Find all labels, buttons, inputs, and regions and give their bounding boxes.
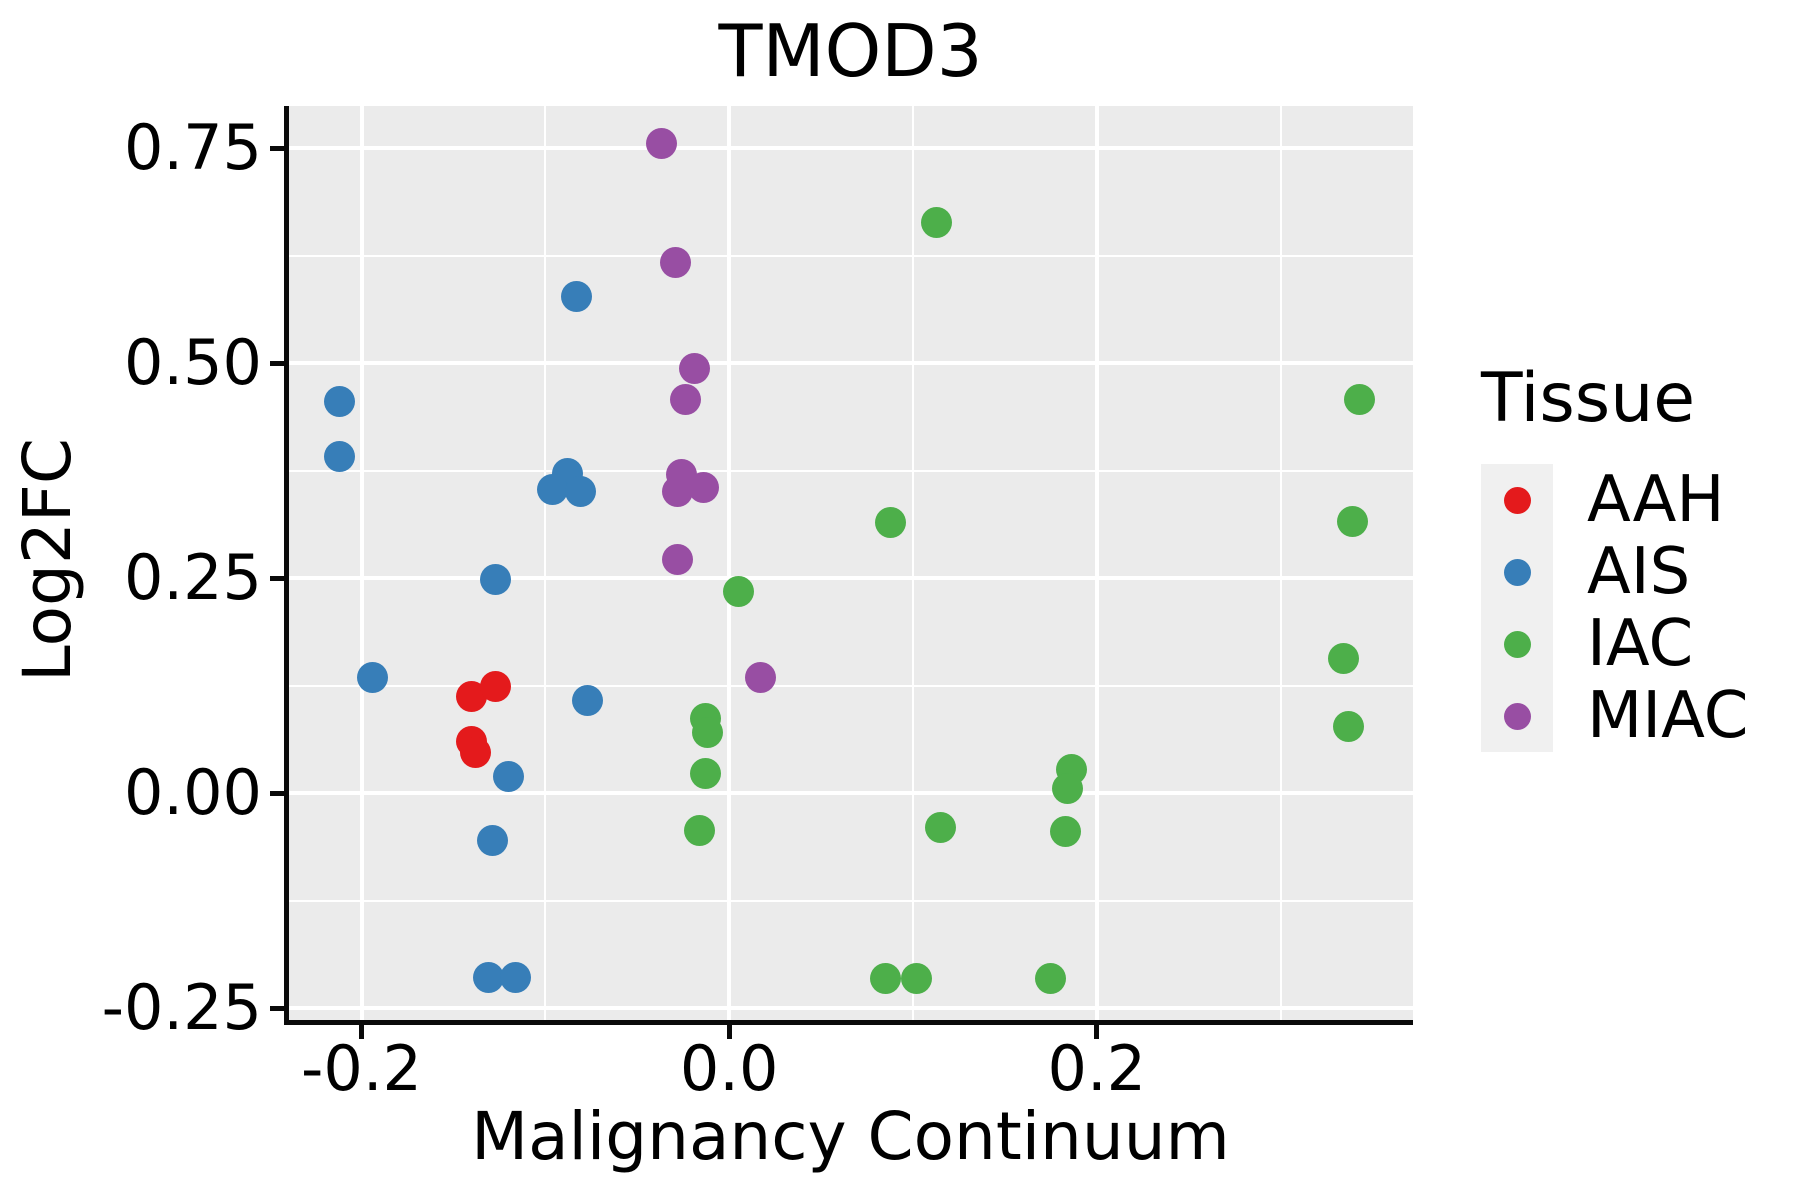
data-point-iac xyxy=(1035,963,1067,995)
major-gridline-vertical xyxy=(727,106,732,1022)
data-point-iac xyxy=(1344,383,1376,415)
y-axis-spine xyxy=(284,106,289,1025)
minor-gridline-vertical xyxy=(912,106,914,1022)
data-point-miac xyxy=(660,247,692,279)
data-point-iac xyxy=(1333,711,1365,743)
legend-items: AAH AIS IAC MIAC xyxy=(1481,464,1781,752)
legend-key-box xyxy=(1481,680,1553,752)
legend-item-ais: AIS xyxy=(1481,536,1781,608)
x-tick xyxy=(1094,1025,1100,1039)
data-point-ais xyxy=(493,761,525,793)
data-point-iac xyxy=(684,814,716,846)
x-tick-label: 0.0 xyxy=(679,1032,779,1105)
data-point-iac xyxy=(925,812,957,844)
major-gridline-horizontal xyxy=(288,791,1413,796)
legend-item-label: AAH xyxy=(1587,463,1725,537)
x-axis-label: Malignancy Continuum xyxy=(471,1098,1230,1175)
major-gridline-horizontal xyxy=(288,576,1413,581)
minor-gridline-horizontal xyxy=(288,899,1413,902)
major-gridline-horizontal xyxy=(288,1006,1413,1011)
y-tick-label: 0.25 xyxy=(123,541,262,615)
data-point-iac xyxy=(689,757,721,789)
x-tick-label: -0.2 xyxy=(301,1032,422,1105)
minor-gridline-horizontal xyxy=(288,254,1413,257)
y-tick-label: 0.75 xyxy=(123,111,262,185)
data-point-miac xyxy=(744,662,776,694)
y-tick xyxy=(270,1005,284,1011)
y-tick xyxy=(270,145,284,151)
minor-gridline-horizontal xyxy=(288,469,1413,472)
x-axis-spine xyxy=(284,1020,1413,1025)
data-point-iac xyxy=(722,576,754,608)
data-point-iac xyxy=(1327,642,1359,674)
data-point-aah xyxy=(480,671,512,703)
y-tick xyxy=(270,790,284,796)
data-point-miac xyxy=(662,543,694,575)
legend-item-label: AIS xyxy=(1587,535,1691,609)
y-axis-label: Log2FC xyxy=(9,438,86,682)
y-tick-label: -0.25 xyxy=(101,971,262,1045)
plot-panel xyxy=(288,106,1413,1022)
x-tick xyxy=(726,1025,732,1039)
data-point-ais xyxy=(323,441,355,473)
major-gridline-horizontal xyxy=(288,146,1413,151)
x-tick xyxy=(359,1025,365,1039)
data-point-ais xyxy=(476,825,508,857)
data-point-miac xyxy=(687,471,719,503)
y-tick xyxy=(270,575,284,581)
legend-item-aah: AAH xyxy=(1481,464,1781,536)
data-point-iac xyxy=(1051,773,1083,805)
chart-title: TMOD3 xyxy=(718,9,983,93)
data-point-ais xyxy=(480,564,512,596)
data-point-ais xyxy=(537,474,569,506)
legend-dot-icon xyxy=(1503,558,1531,586)
data-point-miac xyxy=(678,352,710,384)
minor-gridline-vertical xyxy=(544,106,547,1022)
data-point-iac xyxy=(691,716,723,748)
data-point-iac xyxy=(875,506,907,538)
legend-item-miac: MIAC xyxy=(1481,680,1781,752)
legend-dot-icon xyxy=(1503,630,1531,658)
major-gridline-vertical xyxy=(1094,106,1099,1022)
legend-key-box xyxy=(1481,464,1553,536)
y-tick xyxy=(270,360,284,366)
data-point-ais xyxy=(357,662,389,694)
x-tick-label: 0.2 xyxy=(1047,1032,1147,1105)
data-point-ais xyxy=(561,280,593,312)
y-tick-label: 0.00 xyxy=(123,756,262,830)
data-point-ais xyxy=(500,961,532,993)
legend-dot-icon xyxy=(1503,702,1531,730)
legend-item-iac: IAC xyxy=(1481,608,1781,680)
legend-dot-icon xyxy=(1503,486,1531,514)
data-point-miac xyxy=(645,128,677,160)
y-tick-label: 0.50 xyxy=(123,326,262,400)
data-point-ais xyxy=(564,475,596,507)
legend-item-label: MIAC xyxy=(1587,679,1749,753)
data-point-iac xyxy=(1336,505,1368,537)
major-gridline-vertical xyxy=(359,106,364,1022)
data-point-iac xyxy=(1050,815,1082,847)
data-point-iac xyxy=(901,963,933,995)
data-point-aah xyxy=(460,737,491,769)
legend-item-label: IAC xyxy=(1587,607,1694,681)
data-point-iac xyxy=(921,206,953,238)
major-gridline-horizontal xyxy=(288,361,1413,366)
legend-key-box xyxy=(1481,608,1553,680)
data-point-miac xyxy=(669,383,701,415)
minor-gridline-vertical xyxy=(1279,106,1282,1022)
legend-key-box xyxy=(1481,536,1553,608)
legend-title: Tissue xyxy=(1481,359,1696,438)
minor-gridline-horizontal xyxy=(288,684,1413,687)
data-point-ais xyxy=(323,386,355,418)
data-point-ais xyxy=(572,684,604,716)
data-point-ais xyxy=(472,961,504,993)
data-point-iac xyxy=(869,963,901,995)
legend: Tissue AAH AIS IAC MIAC xyxy=(1481,360,1781,752)
